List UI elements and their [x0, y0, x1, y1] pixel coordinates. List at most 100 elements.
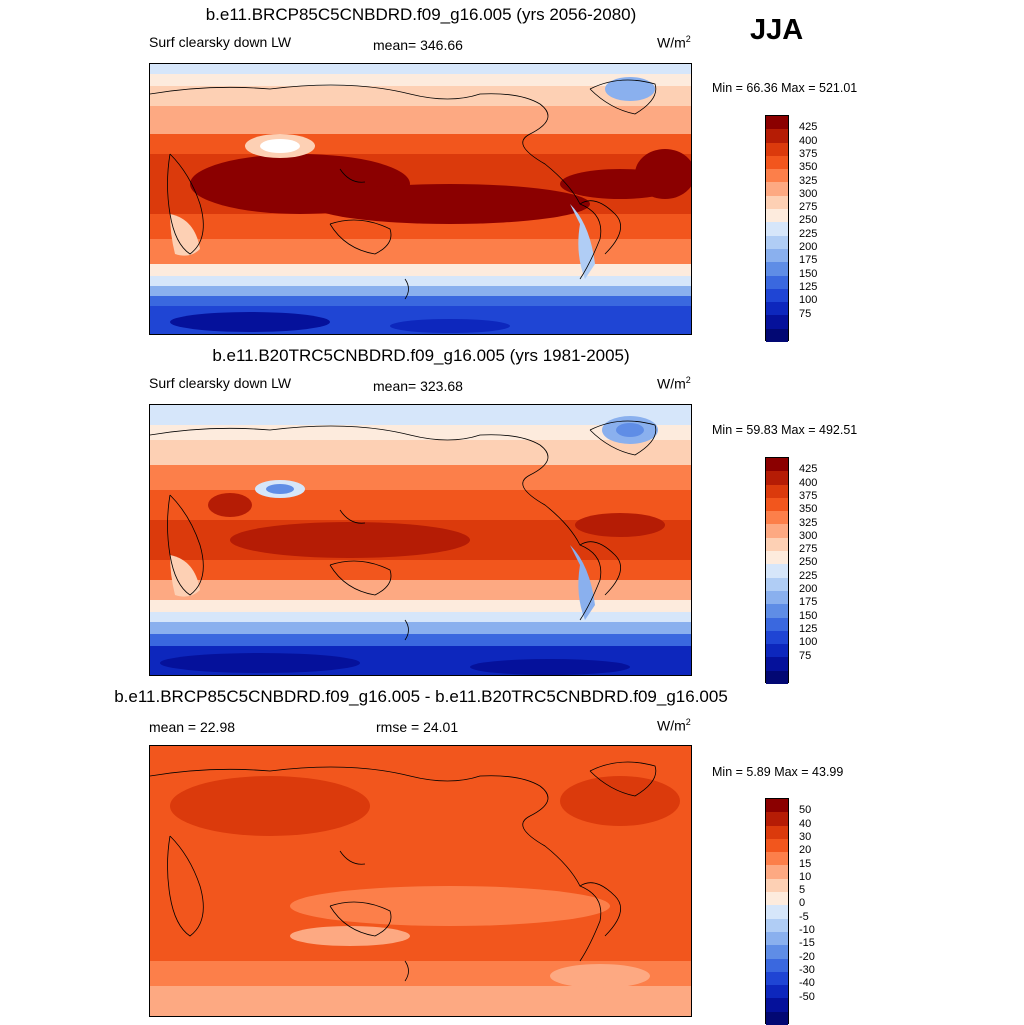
- colorbar-tick-label: 375: [799, 147, 818, 160]
- colorbar-swatch: [766, 302, 788, 316]
- colorbar-swatch: [766, 209, 788, 223]
- colorbar-tick-label: 150: [799, 609, 818, 622]
- colorbar-swatch: [766, 116, 788, 130]
- colorbar-swatch: [766, 825, 788, 839]
- panel-2-minmax: Min = 59.83 Max = 492.51: [712, 423, 858, 437]
- season-label: JJA: [750, 14, 804, 46]
- colorbar-tick-label: 15: [799, 857, 812, 870]
- panel-2-units: W/m2: [657, 375, 691, 392]
- colorbar-tick-label: 125: [799, 280, 818, 293]
- colorbar-tick-label: 50: [799, 804, 812, 817]
- colorbar-tick-label: -5: [799, 910, 809, 923]
- panel-3-rmse-label: rmse = 24.01: [376, 719, 459, 735]
- colorbar-swatch: [766, 852, 788, 866]
- colorbar-swatch: [766, 169, 788, 183]
- panel-3-minmax: Min = 5.89 Max = 43.99: [712, 765, 844, 779]
- colorbar-tick-label: -20: [799, 950, 815, 963]
- colorbar-swatch: [766, 235, 788, 249]
- colorbar-tick-label: 100: [799, 636, 818, 649]
- colorbar-tick-label: 375: [799, 489, 818, 502]
- colorbar-tick-label: 275: [799, 201, 818, 214]
- colorbar-tick-label: -30: [799, 963, 815, 976]
- colorbar-tick-label: 325: [799, 516, 818, 529]
- panel-3-map: [149, 745, 692, 1017]
- panel-1-mean-label: mean= 346.66: [373, 37, 463, 53]
- colorbar-swatch: [766, 155, 788, 170]
- colorbar-tick-label: -50: [799, 990, 815, 1003]
- colorbar-swatch: [766, 537, 788, 552]
- panel-1-colorbar-boxes: [765, 115, 789, 343]
- colorbar-swatch: [766, 931, 788, 946]
- colorbar-swatch: [766, 865, 788, 879]
- colorbar-tick-label: 150: [799, 267, 818, 280]
- colorbar-swatch: [766, 945, 788, 959]
- colorbar-tick-label: 175: [799, 596, 818, 609]
- colorbar-tick-label: 75: [799, 649, 812, 662]
- colorbar-tick-label: 10: [799, 870, 812, 883]
- colorbar-swatch: [766, 484, 788, 498]
- panel-3-title: b.e11.BRCP85C5CNBDRD.f09_g16.005 - b.e11…: [114, 687, 728, 706]
- colorbar-swatch: [766, 288, 788, 303]
- colorbar-tick-label: 425: [799, 121, 818, 134]
- colorbar-tick-label: -15: [799, 937, 815, 950]
- colorbar-swatch: [766, 222, 788, 236]
- colorbar-swatch: [766, 657, 788, 671]
- colorbar-swatch: [766, 1011, 788, 1025]
- colorbar-tick-label: 400: [799, 134, 818, 147]
- colorbar-swatch: [766, 958, 788, 972]
- colorbar-swatch: [766, 971, 788, 986]
- colorbar-tick-label: 100: [799, 294, 818, 307]
- colorbar-swatch: [766, 551, 788, 565]
- colorbar-swatch: [766, 142, 788, 156]
- colorbar-tick-label: 125: [799, 622, 818, 635]
- colorbar-swatch: [766, 812, 788, 826]
- panel-1-variable-label: Surf clearsky down LW: [149, 34, 292, 50]
- colorbar-swatch: [766, 604, 788, 618]
- panel-1-units: W/m2: [657, 34, 691, 51]
- colorbar-swatch: [766, 918, 788, 932]
- colorbar-swatch: [766, 905, 788, 919]
- colorbar-tick-label: 40: [799, 817, 812, 830]
- colorbar-tick-label: 300: [799, 529, 818, 542]
- colorbar-tick-label: 325: [799, 174, 818, 187]
- panel-2-title: b.e11.B20TRC5CNBDRD.f09_g16.005 (yrs 198…: [212, 346, 630, 365]
- colorbar-tick-label: 250: [799, 214, 818, 227]
- colorbar-swatch: [766, 577, 788, 591]
- colorbar-tick-label: 225: [799, 227, 818, 240]
- colorbar-tick-label: 275: [799, 543, 818, 556]
- colorbar-swatch: [766, 617, 788, 631]
- panel-3-mean-label: mean = 22.98: [149, 719, 236, 735]
- colorbar-tick-label: -40: [799, 977, 815, 990]
- colorbar-tick-label: 175: [799, 254, 818, 267]
- colorbar-tick-label: 200: [799, 583, 818, 595]
- colorbar-swatch: [766, 838, 788, 853]
- colorbar-swatch: [766, 630, 788, 645]
- colorbar-swatch: [766, 129, 788, 143]
- colorbar-tick-label: -10: [799, 924, 815, 936]
- panel-2-variable-label: Surf clearsky down LW: [149, 375, 292, 391]
- panel-2-mean-label: mean= 323.68: [373, 378, 463, 394]
- colorbar-tick-label: 75: [799, 307, 812, 320]
- colorbar-swatch: [766, 985, 788, 999]
- colorbar-tick-label: 400: [799, 476, 818, 489]
- colorbar-swatch: [766, 524, 788, 538]
- colorbar-swatch: [766, 511, 788, 525]
- colorbar-tick-label: 20: [799, 844, 812, 857]
- colorbar-swatch: [766, 892, 788, 906]
- colorbar-swatch: [766, 564, 788, 578]
- colorbar-swatch: [766, 590, 788, 605]
- colorbar-swatch: [766, 275, 788, 289]
- colorbar-swatch: [766, 315, 788, 329]
- panel-3-units: W/m2: [657, 717, 691, 734]
- colorbar-swatch: [766, 670, 788, 685]
- panel-2-map: [149, 404, 692, 676]
- colorbar-swatch: [766, 458, 788, 472]
- colorbar-swatch: [766, 248, 788, 263]
- colorbar-swatch: [766, 878, 788, 893]
- colorbar-swatch: [766, 799, 788, 813]
- panel-1-minmax: Min = 66.36 Max = 521.01: [712, 81, 858, 95]
- colorbar-tick-label: 0: [799, 897, 806, 910]
- panel-1-map: [149, 63, 692, 335]
- colorbar-swatch: [766, 998, 788, 1012]
- panel-1-title: b.e11.BRCP85C5CNBDRD.f09_g16.005 (yrs 20…: [205, 5, 637, 24]
